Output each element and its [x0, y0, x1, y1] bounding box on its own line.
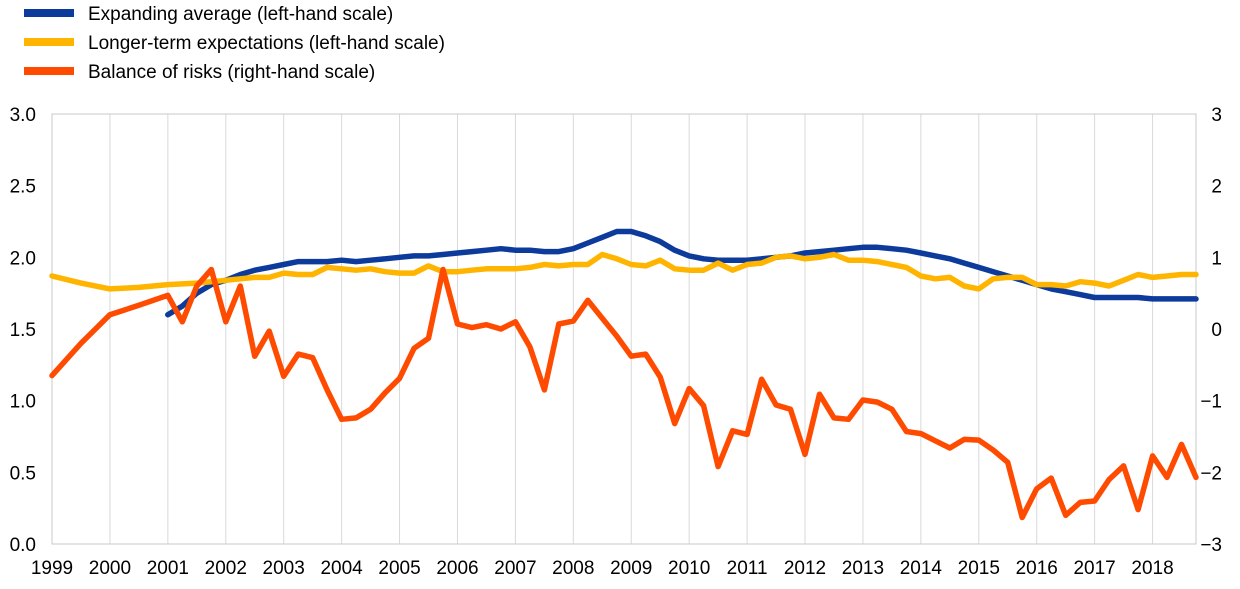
legend-swatch-3	[24, 67, 74, 75]
left-tick-label: 1.5	[10, 320, 36, 341]
gridlines	[109, 114, 1154, 544]
x-axis-tick-labels: 1999 2000 2001 2002 2003 2004 2005 2006 2007 2008…	[31, 558, 1174, 579]
series-line-1	[165, 228, 1199, 318]
x-tick-label: 2011	[727, 558, 768, 579]
legend-label-2: Longer-term expectations (left-hand scal…	[88, 33, 445, 54]
series-lines	[49, 228, 1199, 521]
legend-swatch-1	[24, 9, 74, 17]
left-tick-label: 0.5	[10, 463, 36, 484]
plot-area-border	[51, 113, 1197, 545]
legend-label-1: Expanding average (left-hand scale)	[88, 4, 393, 25]
legend: Expanding average (left-hand scale) Longe…	[24, 4, 445, 83]
series-line-2	[49, 251, 1199, 292]
right-axis-tick-labels: −3 −2 −1 0 1 2 3	[1200, 105, 1222, 556]
x-tick-label: 2010	[668, 558, 710, 579]
left-tick-label: 0.0	[10, 535, 36, 556]
x-tick-label: 2004	[320, 558, 363, 579]
x-tick-label: 2002	[205, 558, 247, 579]
x-tick-label: 2017	[1073, 558, 1115, 579]
x-tick-label: 1999	[31, 558, 73, 579]
left-tick-label: 3.0	[10, 105, 36, 126]
x-tick-label: 2005	[378, 558, 420, 579]
x-tick-label: 2016	[1016, 558, 1058, 579]
series-line-3	[49, 266, 1199, 521]
x-tick-label: 2012	[784, 558, 826, 579]
right-tick-label: 3	[1211, 105, 1222, 126]
left-tick-label: 2.5	[10, 177, 36, 198]
legend-swatch-2	[24, 38, 74, 46]
x-tick-label: 2001	[147, 558, 189, 579]
right-tick-label: −3	[1200, 535, 1222, 556]
x-tick-label: 2003	[263, 558, 305, 579]
legend-label-3: Balance of risks (right-hand scale)	[88, 62, 375, 83]
x-tick-label: 2000	[89, 558, 131, 579]
x-tick-label: 2013	[842, 558, 884, 579]
x-tick-label: 2007	[494, 558, 536, 579]
x-tick-label: 2015	[958, 558, 1000, 579]
left-tick-label: 1.0	[10, 392, 36, 413]
right-tick-label: −2	[1200, 463, 1222, 484]
x-tick-label: 2009	[610, 558, 652, 579]
x-tick-label: 2006	[436, 558, 478, 579]
x-tick-label: 2008	[552, 558, 594, 579]
right-tick-label: 1	[1211, 248, 1222, 269]
left-axis-tick-labels: 0.0 0.5 1.0 1.5 2.0 2.5 3.0	[10, 105, 36, 556]
right-tick-label: 0	[1211, 320, 1222, 341]
x-tick-label: 2014	[900, 558, 943, 579]
right-tick-label: 2	[1211, 177, 1222, 198]
right-tick-label: −1	[1200, 392, 1222, 413]
left-tick-label: 2.0	[10, 248, 36, 269]
x-tick-label: 2018	[1131, 558, 1173, 579]
